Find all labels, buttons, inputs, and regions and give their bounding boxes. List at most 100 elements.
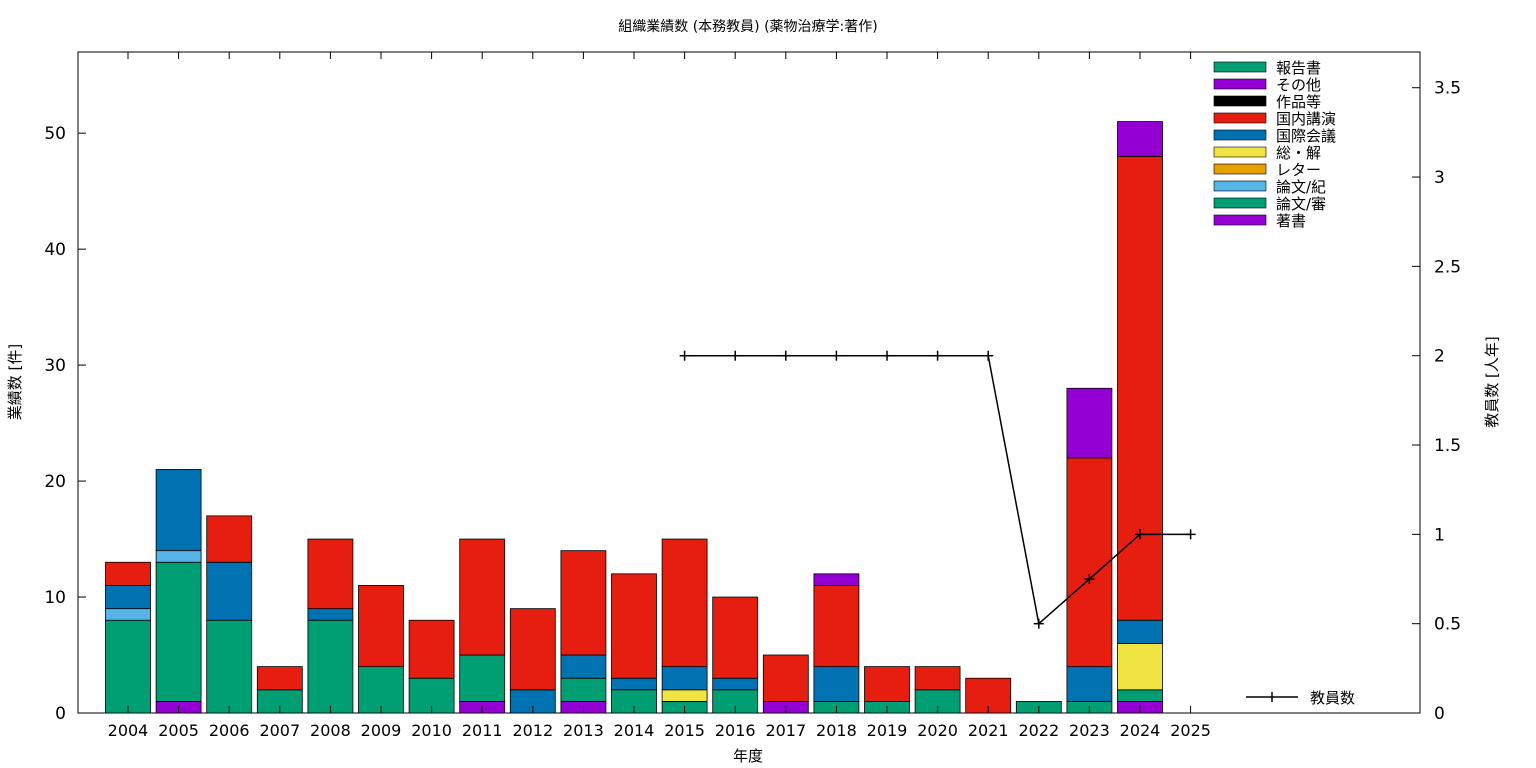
bar-segment: [459, 654, 506, 702]
bar-segment: [762, 654, 809, 702]
y-tick-label: 0: [55, 704, 66, 724]
bar-segment: [712, 677, 759, 691]
x-tick-label: 2015: [664, 721, 705, 740]
bar-segment: [661, 666, 708, 691]
legend-swatch: [1213, 180, 1267, 192]
legend-swatch: [1213, 112, 1267, 124]
x-tick-label: 2025: [1170, 721, 1211, 740]
legend-label: 著書: [1276, 212, 1306, 230]
bar-segment: [206, 515, 253, 563]
x-tick-label: 2012: [512, 721, 553, 740]
x-tick-label: 2009: [361, 721, 402, 740]
y-tick-label: 40: [44, 240, 66, 260]
x-tick-label: 2017: [765, 721, 806, 740]
bar-segment: [813, 573, 860, 586]
x-tick-label: 2013: [563, 721, 604, 740]
legend-swatch: [1213, 214, 1267, 226]
bar-segment: [813, 585, 860, 668]
legend-swatch: [1213, 78, 1267, 90]
bar-segment: [661, 689, 708, 702]
bar-segment: [408, 619, 455, 679]
legend-label: 総・解: [1276, 144, 1321, 162]
legend-swatch: [1213, 95, 1267, 107]
y2-axis: 0 0.5 1 1.5 2 2.5 3 3.5: [1412, 79, 1461, 724]
y-tick-label: 10: [44, 588, 66, 608]
bar-segment: [509, 608, 556, 691]
bar-segment: [560, 677, 607, 702]
bar-segment: [1117, 619, 1163, 644]
x-tick-label: 2023: [1069, 721, 1110, 740]
y2-tick-label: 1.5: [1434, 436, 1461, 456]
y2-tick-label: 2: [1434, 347, 1445, 367]
bar-segment: [155, 561, 202, 702]
bar-segment: [1117, 643, 1163, 691]
bar-segment: [256, 666, 303, 691]
legend-label: 論文/審: [1276, 195, 1326, 213]
bar-segment: [1066, 666, 1113, 702]
bar-segment: [611, 677, 657, 691]
legend-label: 国際会議: [1276, 127, 1336, 145]
bar-segment: [661, 538, 708, 668]
y2-tick-label: 1: [1434, 525, 1445, 545]
y2-tick-label: 0.5: [1434, 615, 1461, 635]
legend-label: レター: [1276, 161, 1321, 179]
legend-line-label: 教員数: [1310, 689, 1355, 707]
bar-segment: [560, 654, 607, 679]
bar-segment: [611, 573, 657, 679]
bar-segment: [459, 538, 506, 656]
y-tick-label: 50: [44, 124, 66, 144]
chart-title: 組織業績数 (本務教員) (薬物治療学:著作): [618, 18, 877, 35]
x-tick-label: 2020: [917, 721, 958, 740]
x-tick-label: 2014: [614, 721, 655, 740]
legend-swatch: [1213, 197, 1267, 209]
legend-label: 報告書: [1276, 59, 1321, 77]
y2-tick-label: 3: [1434, 168, 1445, 188]
legend-label: 国内講演: [1276, 110, 1336, 128]
y2-tick-label: 3.5: [1434, 79, 1461, 99]
y-tick-label: 30: [44, 356, 66, 376]
x-tick-label: 2016: [715, 721, 756, 740]
x-tick-label: 2018: [816, 721, 857, 740]
legend-swatch: [1213, 163, 1267, 175]
bar-segment: [155, 469, 202, 552]
legend-label: その他: [1276, 76, 1321, 94]
bar-segment: [155, 550, 202, 563]
bar-segment: [712, 596, 759, 679]
y-axis-label: 業績数 [件]: [6, 344, 24, 420]
bar-segment: [914, 666, 961, 691]
x-tick-label: 2008: [310, 721, 351, 740]
x-tick-label: 2007: [259, 721, 300, 740]
x-tick-label: 2021: [968, 721, 1009, 740]
legend-swatch: [1213, 61, 1267, 73]
bar-segment: [1066, 387, 1113, 459]
bar-segment: [1117, 121, 1163, 157]
bar-segment: [864, 666, 910, 702]
bar-segment: [307, 538, 354, 610]
y2-axis-label: 教員数 [人年]: [1483, 336, 1501, 427]
y-tick-label: 20: [44, 472, 66, 492]
x-tick-label: 2005: [158, 721, 199, 740]
x-tick-label: 2006: [209, 721, 250, 740]
legend-swatch: [1213, 129, 1267, 141]
x-tick-label: 2022: [1018, 721, 1059, 740]
bar-segment: [206, 561, 253, 621]
x-tick-label: 2024: [1120, 721, 1161, 740]
bar-segment: [307, 608, 354, 621]
bars: [105, 121, 1163, 714]
bar-segment: [560, 550, 607, 656]
legend-label: 作品等: [1276, 93, 1321, 111]
bar-segment: [358, 666, 404, 714]
bar-segment: [813, 666, 860, 702]
bar-segment: [1117, 689, 1163, 702]
bar-segment: [206, 619, 253, 714]
legend-label: 論文/紀: [1276, 178, 1326, 196]
bar-segment: [307, 619, 354, 714]
bar-segment: [358, 585, 404, 668]
bar-segment: [105, 619, 151, 714]
x-tick-label: 2004: [108, 721, 149, 740]
teacher-line-series: [679, 350, 1196, 629]
bar-segment: [1066, 457, 1113, 668]
x-axis-label: 年度: [733, 747, 763, 765]
